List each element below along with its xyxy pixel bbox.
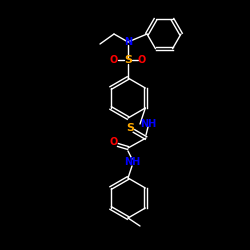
Text: O: O [110,137,118,147]
Text: O: O [110,55,118,65]
Text: S: S [126,123,134,133]
Text: S: S [124,55,132,65]
Text: NH: NH [140,119,156,129]
Text: O: O [138,55,146,65]
Text: NH: NH [124,157,140,167]
Text: N: N [124,37,132,47]
